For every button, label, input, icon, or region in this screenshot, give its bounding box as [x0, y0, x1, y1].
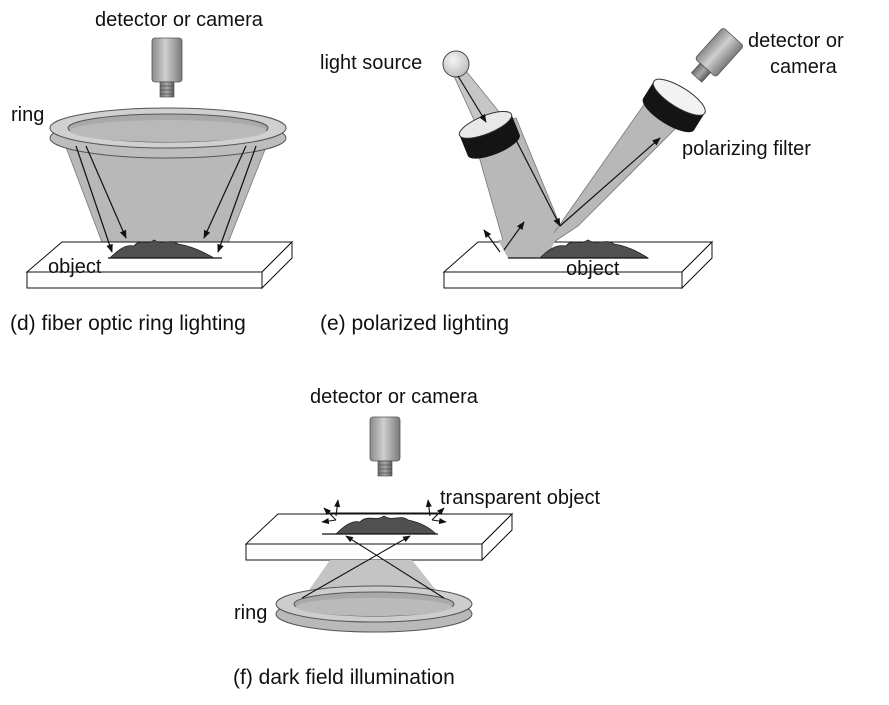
- panel-e: [442, 28, 743, 290]
- transparent-object-label: transparent object: [440, 487, 601, 509]
- caption-e: (e) polarized lighting: [320, 312, 510, 335]
- object-label-d: object: [48, 256, 102, 278]
- object-label-e: object: [566, 258, 620, 280]
- camera-label-f: detector or camera: [310, 386, 478, 408]
- camera-label-e-line2: camera: [770, 56, 837, 78]
- light-source-bulb: [442, 50, 470, 78]
- ring-label-f: ring: [234, 602, 268, 624]
- rays-d: [75, 145, 257, 253]
- caption-d: (d) fiber optic ring lighting: [10, 312, 246, 335]
- object-e: [539, 239, 650, 259]
- camera-label-d: detector or camera: [95, 9, 263, 31]
- polarizer-in: [458, 110, 520, 159]
- object-d: [109, 239, 216, 259]
- polarizing-filter: [642, 78, 706, 133]
- caption-f: (f) dark field illumination: [233, 666, 455, 689]
- camera-e: [690, 28, 743, 83]
- camera-f: [369, 416, 401, 477]
- ring-label-d: ring: [11, 104, 45, 126]
- ring-f: [275, 585, 473, 633]
- rays-f: [301, 499, 447, 599]
- ring-d: [49, 107, 287, 159]
- panel-f: [244, 416, 514, 633]
- panel-d: [25, 37, 294, 290]
- light-source-label: light source: [320, 52, 423, 74]
- camera-label-e-line1: detector or: [748, 30, 844, 52]
- camera-d: [151, 37, 183, 98]
- rays-e: [457, 75, 661, 253]
- transparent-object: [335, 515, 437, 535]
- polarizing-filter-label: polarizing filter: [682, 138, 811, 160]
